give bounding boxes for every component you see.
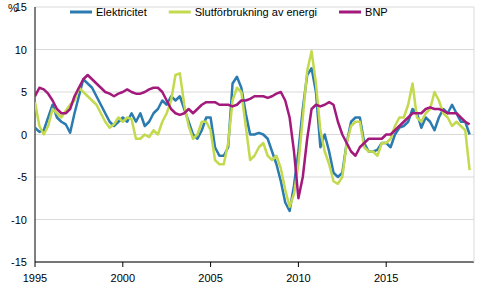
y-tick-label: -10 — [11, 214, 27, 226]
x-tick — [210, 262, 211, 267]
legend-label: Slutförbrukning av energi — [195, 6, 317, 18]
grid-line — [35, 262, 474, 263]
y-axis — [35, 7, 36, 262]
x-tick-label: 2015 — [374, 272, 398, 284]
x-axis — [35, 262, 474, 263]
grid-line — [35, 49, 474, 50]
legend: Elektricitet Slutförbrukning av energi BNP — [70, 6, 388, 18]
legend-swatch — [169, 11, 191, 14]
legend-label: Elektricitet — [96, 6, 147, 18]
legend-swatch — [70, 11, 92, 14]
x-tick-label: 2010 — [286, 272, 310, 284]
y-tick-label: -5 — [17, 171, 27, 183]
chart: -15-10-505101519952000200520102015%Elekt… — [0, 0, 492, 302]
y-tick-label: -15 — [11, 256, 27, 268]
plot-area — [35, 51, 470, 211]
series-line — [35, 75, 470, 198]
y-tick-label: 5 — [21, 86, 27, 98]
x-tick-label: 1995 — [23, 272, 47, 284]
y-axis-label: % — [8, 2, 18, 14]
x-tick — [386, 262, 387, 267]
x-tick — [35, 262, 36, 267]
x-tick-label: 2000 — [111, 272, 135, 284]
x-tick-label: 2005 — [198, 272, 222, 284]
grid-line — [35, 92, 474, 93]
series-line — [35, 51, 470, 207]
legend-swatch — [339, 11, 361, 14]
grid-line — [35, 219, 474, 220]
grid-line — [35, 177, 474, 178]
y-tick-label: 0 — [21, 129, 27, 141]
y-tick-label: 10 — [15, 44, 27, 56]
frame — [474, 7, 475, 262]
x-tick — [298, 262, 299, 267]
x-tick — [122, 262, 123, 267]
legend-label: BNP — [365, 6, 388, 18]
series-line — [35, 68, 470, 211]
